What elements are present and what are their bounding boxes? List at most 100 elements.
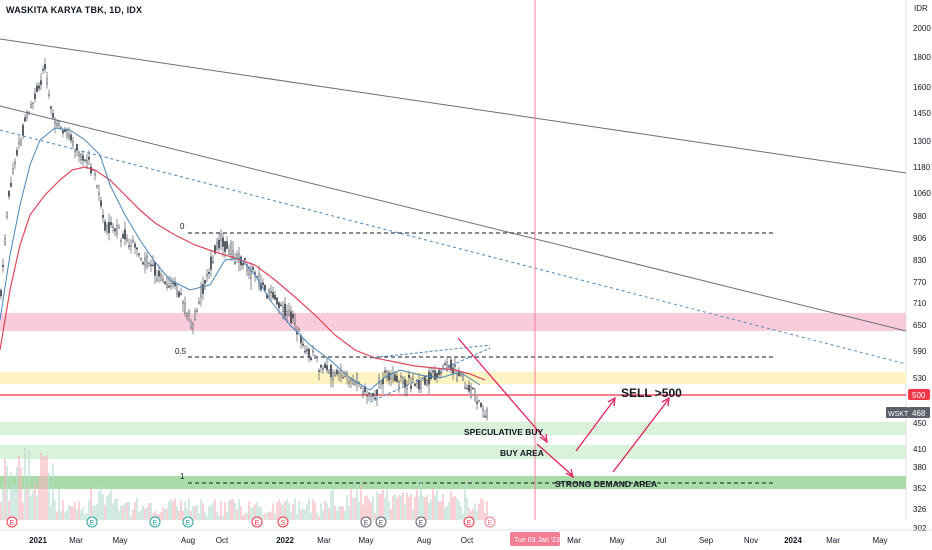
volume-bar (98, 491, 100, 520)
candle-body (398, 381, 400, 388)
time-tick-label: Jul (656, 536, 666, 545)
price-tick-label: 326 (913, 505, 927, 514)
candle-body (48, 94, 50, 96)
candle-body (454, 365, 456, 367)
earnings-marker[interactable]: E (251, 516, 263, 528)
candle-body (134, 243, 136, 248)
volume-bar (72, 506, 74, 520)
price-tick-label: 1450 (913, 109, 931, 118)
volume-bar (234, 502, 236, 520)
candle-body (216, 242, 218, 250)
volume-bar (50, 504, 52, 520)
candle-body (44, 64, 46, 70)
candle-body (112, 226, 114, 228)
volume-bar (24, 447, 26, 520)
svg-text:E: E (379, 520, 384, 527)
candle-body (114, 228, 116, 232)
time-tick-label: Oct (461, 536, 474, 545)
up-arrow-2 (612, 399, 669, 473)
volume-bar (304, 509, 306, 520)
earnings-marker[interactable]: E (6, 516, 18, 528)
volume-bar (60, 510, 62, 520)
candle-body (2, 264, 4, 268)
volume-bar (340, 506, 342, 520)
candle-body (244, 258, 246, 261)
upper-trendline[interactable] (0, 38, 907, 174)
volume-bar (320, 503, 322, 520)
earnings-marker[interactable]: E (375, 516, 387, 528)
candle-body (250, 271, 252, 279)
candle-body (94, 173, 96, 176)
price-tick-label: 710 (913, 299, 927, 308)
volume-bar (228, 500, 230, 520)
candle-body (428, 371, 430, 385)
price-tick-label: 1180 (913, 163, 931, 172)
earnings-marker[interactable]: E (149, 516, 161, 528)
candle-body (308, 348, 310, 357)
volume-bar (328, 508, 330, 520)
time-tick-label: May (609, 536, 624, 545)
candle-body (444, 363, 446, 365)
earnings-marker[interactable]: E (484, 516, 496, 528)
candle-body (486, 408, 488, 418)
volume-bar (178, 510, 180, 520)
volume-bar (410, 494, 412, 520)
volume-bar (112, 503, 114, 520)
volume-bar (66, 510, 68, 520)
volume-bar (298, 501, 300, 520)
volume-bar (412, 509, 414, 520)
volume-bar (2, 484, 4, 520)
volume-bar (408, 496, 410, 520)
time-tick-label: May (358, 536, 373, 545)
candle-body (34, 93, 36, 100)
volume-bar (480, 498, 482, 520)
candle-body (60, 126, 62, 129)
candle-body (120, 240, 122, 242)
candle-body (434, 370, 436, 381)
lower-trendline[interactable] (0, 105, 907, 332)
volume-bar (394, 494, 396, 520)
candle-body (262, 282, 264, 286)
volume-bar (428, 502, 430, 520)
volume-bar (104, 504, 106, 520)
fib-1-label: 1 (180, 472, 185, 481)
earnings-marker[interactable]: E (86, 516, 98, 528)
volume-bar (52, 463, 54, 520)
earnings-marker[interactable]: E (182, 516, 194, 528)
volume-bar (190, 510, 192, 520)
volume-bar (212, 502, 214, 520)
volume-bar (406, 492, 408, 520)
candle-body (198, 301, 200, 304)
candle-body (116, 225, 118, 235)
volume-bar (370, 502, 372, 520)
resistance-zone (0, 313, 906, 331)
volume-bar (450, 491, 452, 520)
volume-bar (284, 501, 286, 520)
chart-title: WASKITA KARYA TBK, 1D, IDX (6, 5, 143, 15)
volume-bar (482, 499, 484, 520)
candle-body (468, 385, 470, 392)
volume-bar (418, 496, 420, 520)
earnings-marker[interactable]: E (360, 516, 372, 528)
volume-bar (332, 489, 334, 520)
candle-body (294, 322, 296, 325)
candle-body (22, 124, 24, 136)
candle-body (482, 407, 484, 411)
candle-body (174, 281, 176, 287)
earnings-marker[interactable]: S (277, 516, 289, 528)
volume-bar (48, 472, 50, 520)
candle-body (208, 272, 210, 274)
volume-bar (472, 508, 474, 520)
earnings-marker[interactable]: E (415, 516, 427, 528)
candle-body (100, 200, 102, 207)
volume-bar (308, 498, 310, 520)
earnings-marker[interactable]: E (463, 516, 475, 528)
volume-bar (296, 514, 298, 520)
volume-bar (18, 455, 20, 520)
volume-bar (318, 515, 320, 520)
volume-bar (314, 502, 316, 520)
candle-body (202, 283, 204, 294)
volume-bar (220, 500, 222, 520)
